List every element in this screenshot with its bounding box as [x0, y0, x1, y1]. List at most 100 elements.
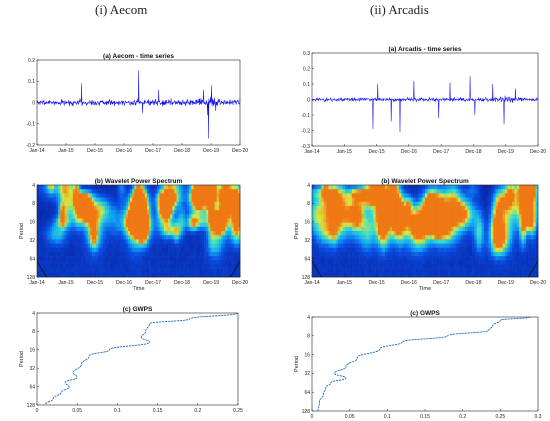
aecom-wavelet-heatmap-cell: [138, 231, 141, 236]
arcadis-wavelet-heatmap-cell: [427, 256, 430, 261]
aecom-wavelet-heatmap-cell: [172, 264, 175, 269]
arcadis-wavelet-heatmap-cell: [377, 231, 381, 236]
arcadis-wavelet-heatmap-cell: [356, 247, 360, 253]
aecom-wavelet-heatmap-cell: [201, 201, 205, 207]
aecom-wavelet-heatmap-cell: [53, 210, 57, 215]
aecom-wavelet-heatmap-cell: [231, 193, 234, 198]
arcadis-wavelet-heatmap-cell: [333, 189, 336, 194]
aecom-wavelet-heatmap-cell: [212, 256, 215, 261]
aecom-wavelet-heatmap-cell: [144, 268, 148, 274]
arcadis-wavelet-heatmap-cell: [335, 201, 339, 207]
aecom-wavelet-heatmap-cell: [235, 218, 239, 223]
arcadis-wavelet-heatmap-cell: [526, 239, 529, 244]
aecom-wavelet-heatmap-cell: [227, 260, 230, 265]
aecom-wavelet-heatmap-cell: [161, 272, 165, 278]
arcadis-wavelet-heatmap-cell: [342, 201, 346, 207]
aecom-wavelet-heatmap-cell: [64, 205, 67, 211]
aecom-wavelet-heatmap-cell: [204, 201, 207, 207]
aecom-wavelet-heatmap-cell: [201, 251, 205, 257]
arcadis-wavelet-heatmap-cell: [436, 205, 440, 211]
arcadis-wavelet-heatmap-cell: [481, 210, 485, 215]
aecom-wavelet-heatmap-cell: [98, 231, 101, 236]
aecom-wavelet-heatmap-cell: [161, 222, 165, 228]
arcadis-wavelet-heatmap-cell: [335, 260, 339, 265]
aecom-wavelet-heatmap-cell: [182, 256, 186, 261]
arcadis-wavelet-heatmap-cell: [462, 201, 466, 207]
aecom-wavelet-heatmap-cell: [191, 256, 194, 261]
arcadis-wavelet-heatmap-cell: [349, 185, 353, 190]
arcadis-wavelet-heatmap-cell: [434, 197, 438, 203]
aecom-wavelet-heatmap-cell: [201, 193, 205, 198]
arcadis-wavelet-heatmap-cell: [399, 226, 402, 232]
arcadis-wavelet-heatmap-cell: [434, 260, 438, 265]
aecom-wavelet-heatmap-cell: [51, 214, 55, 219]
aecom-wavelet-heatmap-cell: [237, 201, 241, 207]
arcadis-wavelet-heatmap-cell: [427, 189, 430, 194]
arcadis-time-series-y-tick-label: 0.1: [303, 82, 310, 88]
arcadis-wavelet-heatmap-cell: [535, 205, 539, 211]
arcadis-wavelet-heatmap-cell: [509, 272, 513, 278]
aecom-wavelet-heatmap-cell: [140, 218, 144, 223]
aecom-wavelet-heatmap-cell: [187, 231, 190, 236]
aecom-wavelet-heatmap-cell: [47, 214, 50, 219]
arcadis-wavelet-heatmap-cell: [530, 243, 534, 249]
arcadis-wavelet-heatmap-cell: [450, 268, 454, 274]
aecom-wavelet-heatmap-cell: [100, 239, 103, 244]
arcadis-wavelet-heatmap-cell: [495, 205, 499, 211]
aecom-wavelet-heatmap-cell: [220, 185, 224, 190]
aecom-wavelet-heatmap-cell: [185, 222, 188, 228]
aecom-wavelet-heatmap-cell: [49, 210, 53, 215]
aecom-wavelet-heatmap-cell: [70, 185, 74, 190]
arcadis-wavelet-heatmap-cell: [363, 239, 367, 244]
aecom-wavelet-heatmap-cell: [206, 185, 209, 190]
aecom-wavelet-heatmap-cell: [104, 260, 108, 265]
aecom-wavelet-heatmap-cell: [117, 268, 120, 274]
aecom-wavelet-heatmap-cell: [197, 214, 201, 219]
arcadis-wavelet-heatmap-cell: [342, 243, 346, 249]
aecom-wavelet-heatmap-cell: [127, 214, 131, 219]
arcadis-wavelet-heatmap-cell: [323, 235, 327, 240]
aecom-wavelet-heatmap-cell: [189, 243, 192, 249]
aecom-wavelet-heatmap-cell: [62, 210, 65, 215]
aecom-wavelet-heatmap-cell: [214, 243, 218, 249]
aecom-wavelet-heatmap-cell: [170, 272, 173, 278]
arcadis-time-series-y-tick-label: 0.3: [303, 51, 310, 57]
arcadis-wavelet-heatmap-cell: [530, 210, 534, 215]
aecom-wavelet-heatmap-cell: [195, 205, 198, 211]
aecom-wavelet-heatmap-cell: [180, 239, 184, 244]
arcadis-wavelet-heatmap-cell: [528, 268, 532, 274]
arcadis-wavelet-heatmap-cell: [472, 251, 475, 257]
aecom-wavelet-heatmap-cell: [132, 272, 135, 278]
arcadis-wavelet-heatmap-cell: [427, 235, 430, 240]
arcadis-wavelet-heatmap-cell: [328, 205, 332, 211]
aecom-wavelet-heatmap-cell: [206, 256, 209, 261]
arcadis-wavelet-heatmap-cell: [479, 226, 482, 232]
arcadis-wavelet-heatmap-cell: [479, 193, 482, 198]
arcadis-wavelet-heatmap-cell: [528, 214, 532, 219]
aecom-wavelet-heatmap-cell: [180, 243, 184, 249]
aecom-wavelet-heatmap-cell: [134, 205, 137, 211]
arcadis-wavelet-heatmap-cell: [410, 185, 414, 190]
arcadis-wavelet-heatmap-cell: [363, 251, 367, 257]
arcadis-wavelet-heatmap-cell: [472, 226, 475, 232]
aecom-wavelet-heatmap-cell: [210, 210, 213, 215]
arcadis-wavelet-heatmap-cell: [380, 272, 383, 278]
arcadis-wavelet-heatmap-cell: [443, 185, 447, 190]
arcadis-wavelet-heatmap-cell: [344, 264, 348, 269]
aecom-wavelet-heatmap-cell: [98, 214, 101, 219]
arcadis-wavelet-heatmap-cell: [382, 231, 386, 236]
arcadis-wavelet-heatmap-cell: [472, 235, 475, 240]
aecom-wavelet-heatmap-cell: [165, 260, 169, 265]
aecom-wavelet-heatmap-cell: [229, 272, 232, 278]
aecom-wavelet-heatmap-cell: [72, 243, 76, 249]
aecom-wavelet-heatmap-cell: [168, 235, 171, 240]
arcadis-wavelet-heatmap-cell: [443, 197, 447, 203]
arcadis-wavelet-heatmap-cell: [519, 264, 522, 269]
arcadis-wavelet-heatmap-cell: [500, 205, 503, 211]
aecom-wavelet-heatmap-cell: [115, 256, 118, 261]
aecom-wavelet-heatmap-cell: [220, 218, 224, 223]
aecom-wavelet-heatmap-cell: [104, 226, 108, 232]
aecom-wavelet-heatmap-cell: [220, 239, 224, 244]
arcadis-wavelet-heatmap-cell: [361, 185, 365, 190]
aecom-wavelet-heatmap-cell: [165, 268, 169, 274]
